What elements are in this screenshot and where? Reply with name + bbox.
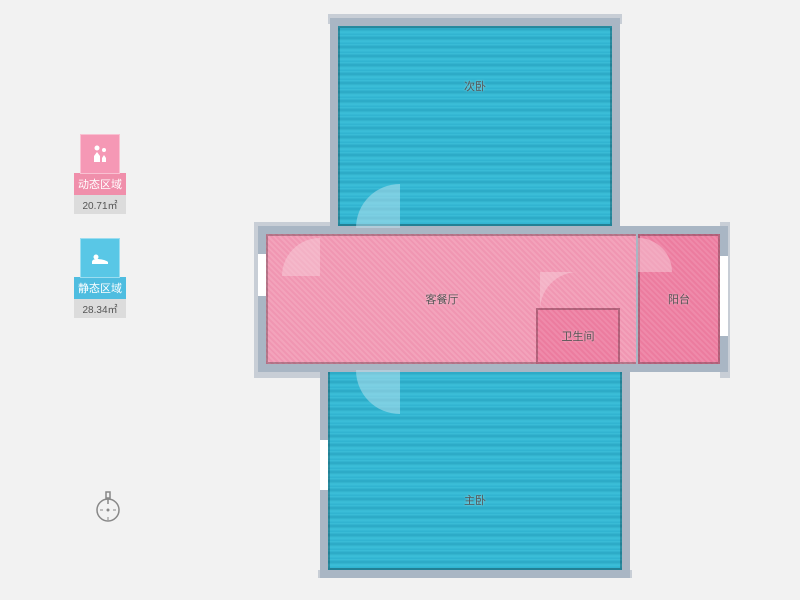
room-bathroom: 卫生间 [536, 308, 620, 364]
floor-plan: 次卧 主卧 客餐厅 阳台 卫生间 [260, 20, 730, 576]
window [258, 254, 266, 296]
door-icon [540, 272, 578, 310]
legend: 动态区域 20.71㎡ 静态区域 28.34㎡ [74, 134, 126, 342]
room-label: 卫生间 [562, 328, 595, 344]
door-icon [282, 238, 320, 276]
people-icon [80, 134, 120, 174]
sleep-icon [80, 238, 120, 278]
window [320, 440, 328, 490]
legend-dynamic: 动态区域 20.71㎡ [74, 134, 126, 214]
legend-dynamic-value: 20.71㎡ [74, 195, 126, 214]
room-label: 客餐厅 [426, 291, 459, 307]
door-icon [356, 370, 400, 414]
legend-static: 静态区域 28.34㎡ [74, 238, 126, 318]
room-label: 主卧 [464, 492, 486, 508]
legend-static-value: 28.34㎡ [74, 299, 126, 318]
legend-static-label: 静态区域 [74, 277, 126, 299]
room-label: 次卧 [464, 78, 486, 94]
legend-dynamic-label: 动态区域 [74, 173, 126, 195]
window [720, 256, 728, 336]
door-icon [638, 238, 672, 272]
compass-icon [94, 490, 122, 518]
room-label: 阳台 [668, 291, 690, 307]
door-icon [356, 184, 400, 228]
